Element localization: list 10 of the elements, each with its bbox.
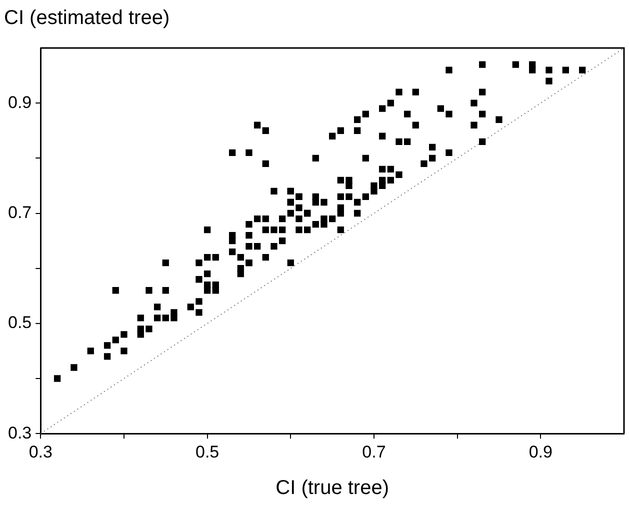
x-tick-label: 0.3 bbox=[28, 442, 52, 462]
x-axis-title: CI (true tree) bbox=[276, 477, 389, 499]
x-tick-label: 0.7 bbox=[362, 442, 386, 462]
y-tick-label: 0.9 bbox=[8, 92, 32, 112]
x-tick-label: 0.9 bbox=[528, 442, 552, 462]
y-tick-label: 0.3 bbox=[8, 423, 32, 442]
y-tick-label: 0.5 bbox=[8, 313, 32, 332]
y-tick-label: 0.7 bbox=[8, 202, 32, 222]
y-axis-title: CI (estimated tree) bbox=[4, 7, 170, 29]
x-tick-label: 0.5 bbox=[195, 442, 220, 462]
